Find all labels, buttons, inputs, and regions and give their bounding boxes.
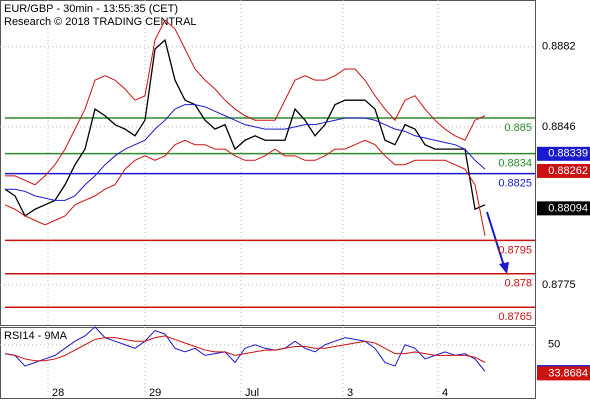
chart-title: EUR/GBP - 30min - 13:55:35 (CET) xyxy=(4,3,178,15)
series-line xyxy=(5,104,486,201)
level-label: 0.8795 xyxy=(498,244,532,256)
forecast-arrow xyxy=(486,211,509,274)
series-line xyxy=(4,38,486,217)
price-tag-label: 0.88262 xyxy=(548,165,588,177)
price-tag-label: 0.88339 xyxy=(548,148,588,160)
x-tick-label: 28 xyxy=(52,387,64,399)
series-line xyxy=(5,19,486,186)
series-line xyxy=(4,326,486,372)
x-tick-label: 29 xyxy=(149,387,161,399)
series-line xyxy=(4,335,486,363)
price-tag-label: 33.8684 xyxy=(548,367,588,379)
price-tag xyxy=(537,146,590,161)
price-tag xyxy=(537,366,590,381)
level-label: 0.878 xyxy=(504,278,532,290)
main-frame xyxy=(0,0,536,326)
price-tag xyxy=(537,201,590,216)
x-tick-label: Jul xyxy=(245,387,259,399)
level-label: 0.885 xyxy=(504,122,532,134)
x-tick-label: 3 xyxy=(347,387,353,399)
rsi-title: RSI14 - 9MA xyxy=(4,330,68,342)
y-tick-label: 0.8775 xyxy=(542,279,576,291)
level-label: 0.8825 xyxy=(498,178,532,190)
price-tag xyxy=(537,163,590,178)
price-tag-label: 0.88094 xyxy=(548,202,588,214)
series-line xyxy=(4,139,486,237)
rsi-frame xyxy=(0,327,536,399)
y-tick-label: 0.8882 xyxy=(542,41,576,53)
level-label: 0.8765 xyxy=(498,311,532,323)
y-tick-label: 50 xyxy=(548,339,560,351)
y-tick-label: 0.8846 xyxy=(542,121,576,133)
level-label: 0.8834 xyxy=(498,158,532,170)
x-tick-label: 4 xyxy=(442,387,448,399)
chart-subtitle: Research © 2018 TRADING CENTRAL xyxy=(4,16,197,28)
